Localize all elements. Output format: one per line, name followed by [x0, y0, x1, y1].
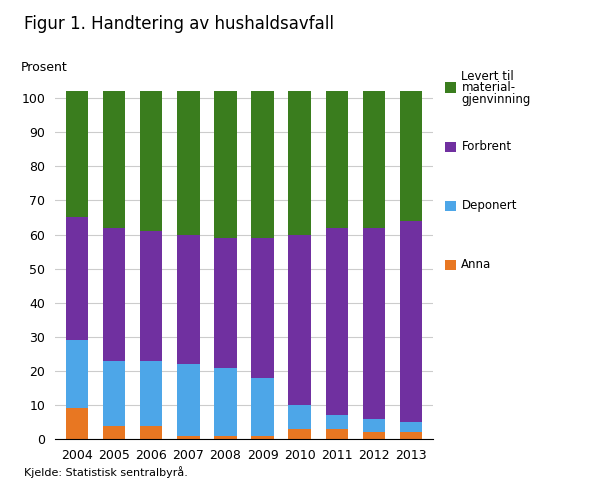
Bar — [66, 218, 88, 340]
Bar — [289, 91, 310, 235]
Text: Kjelde: Statistisk sentralbyrå.: Kjelde: Statistisk sentralbyrå. — [24, 467, 188, 478]
Bar — [289, 405, 310, 429]
Text: Figur 1. Handtering av hushaldsavfall: Figur 1. Handtering av hushaldsavfall — [24, 15, 334, 33]
Bar — [363, 91, 385, 228]
Bar — [363, 432, 385, 439]
Bar — [103, 228, 125, 361]
Bar — [103, 361, 125, 426]
Bar — [251, 436, 274, 439]
Bar — [178, 364, 199, 436]
Bar — [251, 378, 274, 436]
Text: Prosent: Prosent — [21, 61, 68, 74]
Bar — [251, 91, 274, 238]
Bar — [178, 235, 199, 364]
Bar — [140, 361, 162, 426]
Bar — [66, 408, 88, 439]
Bar — [400, 91, 422, 221]
Bar — [363, 419, 385, 432]
Text: Deponert: Deponert — [461, 200, 517, 212]
Bar — [103, 426, 125, 439]
Text: Levert til: Levert til — [461, 70, 514, 82]
Bar — [66, 340, 88, 408]
Bar — [251, 238, 274, 378]
Text: Anna: Anna — [461, 259, 492, 271]
Text: Forbrent: Forbrent — [461, 141, 512, 153]
Bar — [214, 91, 237, 238]
Bar — [289, 235, 310, 405]
Bar — [140, 91, 162, 231]
Bar — [400, 221, 422, 422]
Bar — [214, 367, 237, 436]
Bar — [178, 91, 199, 235]
Bar — [326, 429, 348, 439]
Bar — [140, 231, 162, 361]
Text: gjenvinning: gjenvinning — [461, 93, 531, 106]
Text: material-: material- — [461, 81, 515, 94]
Bar — [214, 436, 237, 439]
Bar — [326, 415, 348, 429]
Bar — [103, 91, 125, 228]
Bar — [66, 91, 88, 218]
Bar — [363, 228, 385, 419]
Bar — [326, 91, 348, 228]
Bar — [400, 422, 422, 432]
Bar — [214, 238, 237, 367]
Bar — [140, 426, 162, 439]
Bar — [289, 429, 310, 439]
Bar — [326, 228, 348, 415]
Bar — [178, 436, 199, 439]
Bar — [400, 432, 422, 439]
